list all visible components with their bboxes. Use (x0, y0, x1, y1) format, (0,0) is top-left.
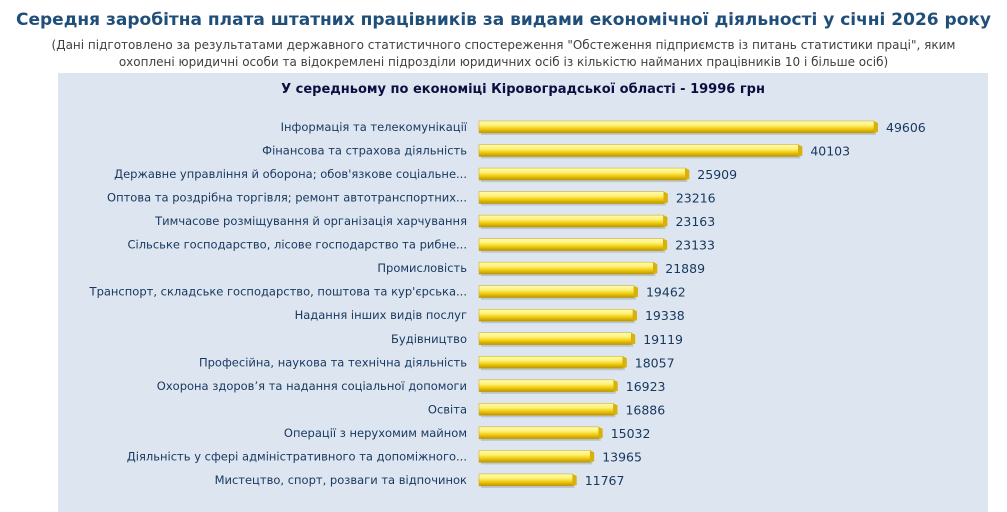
bar (478, 167, 686, 181)
category-label: Тимчасове розміщування й організація хар… (154, 214, 467, 228)
value-label: 16886 (625, 402, 665, 417)
value-label: 49606 (886, 120, 926, 135)
value-label: 16923 (626, 379, 666, 394)
value-label: 19462 (646, 285, 686, 300)
bar (478, 191, 665, 204)
bar (478, 450, 591, 463)
value-label: 40103 (810, 144, 850, 159)
bar-end-cap (613, 379, 618, 392)
bar-end-cap (631, 332, 636, 345)
category-label: Державне управління й оборона; обов'язко… (114, 167, 467, 181)
value-label: 19119 (643, 332, 683, 347)
bar (478, 285, 635, 298)
value-label: 21889 (665, 261, 705, 276)
bar-end-cap (613, 403, 618, 416)
bar-end-cap (632, 309, 637, 322)
category-label: Операції з нерухомим майном (284, 426, 467, 440)
bar (478, 214, 664, 228)
category-label: Сільське господарство, лісове господарст… (127, 238, 467, 252)
bar (478, 426, 599, 440)
value-label: 25909 (697, 167, 737, 182)
category-label: Охорона здоров’я та надання соціальної д… (157, 379, 467, 393)
bar-end-cap (633, 285, 638, 298)
value-label: 13965 (602, 449, 642, 464)
value-label: 23163 (675, 214, 715, 229)
bar-end-cap (622, 356, 627, 369)
value-label: 15032 (611, 426, 651, 441)
bar-end-cap (874, 121, 878, 133)
bar (478, 144, 799, 157)
category-label: Фінансова та страхова діяльність (262, 144, 467, 158)
category-label: Будівництво (391, 332, 467, 346)
category-label: Промисловість (377, 261, 467, 275)
bar-end-cap (590, 450, 595, 463)
chart-title: Середня заробітна плата штатних працівни… (16, 10, 991, 30)
bar (478, 379, 615, 393)
average-wage-line: У середньому по економіці Кіровоградсько… (281, 82, 765, 97)
bar (478, 238, 664, 251)
category-label: Інформація та телекомунікації (281, 120, 468, 134)
bar-end-cap (598, 426, 603, 439)
bar (478, 120, 875, 134)
value-label: 23133 (675, 238, 715, 253)
value-label: 23216 (676, 191, 716, 206)
category-label: Мистецтво, спорт, розваги та відпочинок (215, 473, 467, 487)
bar-end-cap (663, 238, 668, 251)
bar-end-cap (572, 473, 577, 486)
bar-end-cap (653, 262, 658, 275)
category-label: Професійна, наукова та технічна діяльніс… (199, 355, 467, 369)
bar (478, 356, 624, 369)
value-label: 11767 (585, 473, 625, 488)
value-label: 19338 (645, 308, 685, 323)
value-label: 18057 (635, 355, 675, 370)
bar (478, 261, 654, 275)
bar-end-cap (663, 215, 668, 228)
bar (478, 473, 573, 487)
category-label: Освіта (428, 402, 467, 416)
bar (478, 403, 614, 416)
category-label: Діяльність у сфері адміністративного та … (127, 449, 467, 463)
chart-subtitle: (Дані підготовлено за результатами держа… (51, 38, 956, 69)
bar-end-cap (663, 191, 668, 204)
bar-end-cap (798, 144, 803, 157)
category-label: Надання інших видів послуг (295, 308, 467, 322)
bar (478, 308, 634, 322)
bars-group: Інформація та телекомунікації 49606 Фінанс… (89, 120, 926, 488)
bar-end-cap (685, 168, 690, 181)
category-label: Оптова та роздрібна торгівля; ремонт авт… (107, 191, 467, 205)
category-label: Транспорт, складське господарство, пошто… (89, 285, 467, 299)
bar (478, 332, 632, 346)
